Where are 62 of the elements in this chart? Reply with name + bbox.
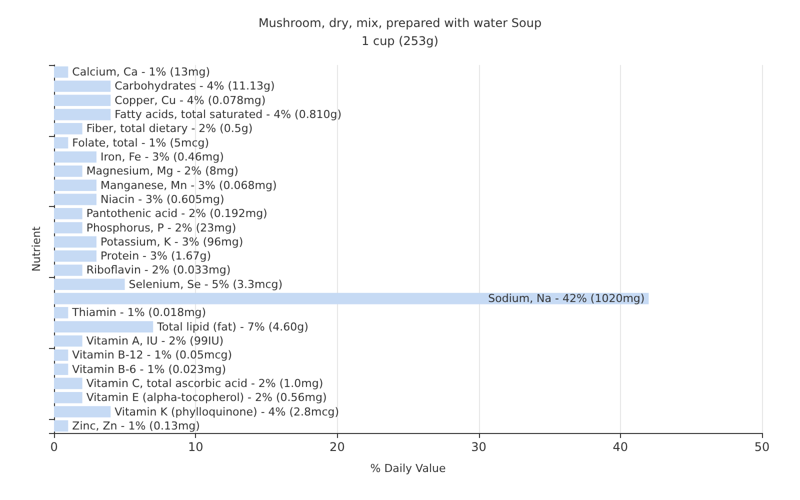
bar [54,292,649,304]
bar [54,364,68,375]
category-label: Vitamin K (phylloquinone) - 4% (2.8mcg) [114,405,340,418]
bar [54,165,82,177]
x-tick-label: 40 [612,440,628,454]
category-label: Total lipid (fat) - 7% (4.60g) [157,320,308,334]
bar [54,392,82,404]
category-label: Zinc, Zn - 1% (0.13mg) [72,419,200,432]
category-label: Pantothenic acid - 2% (0.192mg) [86,207,268,220]
category-label: Manganese, Mn - 3% (0.068mg) [100,178,277,192]
category-label: Iron, Fe - 3% (0.46mg) [100,150,224,164]
bar [54,250,96,262]
category-label: Carbohydrates - 4% (11.13g) [114,80,275,93]
bar [54,307,68,318]
chart-subtitle: 1 cup (253g) [362,34,438,48]
category-label: Vitamin B-6 - 1% (0.023mg) [72,362,226,376]
category-label: Niacin - 3% (0.605mg) [100,192,224,206]
bar [54,180,96,191]
bar [54,420,68,432]
bar [54,137,68,149]
category-label: Thiamin - 1% (0.018mg) [72,306,206,320]
bar [54,194,96,206]
x-tick-label: 30 [471,440,486,454]
bar [54,378,82,390]
bar [54,123,82,134]
bar [54,278,125,290]
y-axis-title: Nutrient [30,226,43,272]
x-tick-label: 0 [50,440,58,454]
category-label: Selenium, Se - 5% (3.3mcg) [128,278,283,291]
bar [54,406,111,418]
category-label: Fiber, total dietary - 2% (0.5g) [86,122,253,136]
x-tick-label: 20 [330,440,345,454]
bar [54,66,68,78]
chart-title: Mushroom, dry, mix, prepared with water Soup [258,16,542,30]
category-label: Vitamin B-12 - 1% (0.05mcg) [72,348,232,362]
category-label: Fatty acids, total saturated - 4% (0.810g) [114,108,342,122]
category-label: Folate, total - 1% (5mcg) [72,136,210,150]
category-label: Sodium, Na - 42% (1020mg) [488,292,645,306]
category-label: Phosphorus, P - 2% (23mg) [86,221,236,234]
category-label: Protein - 3% (1.67g) [100,250,212,263]
category-label: Riboflavin - 2% (0.033mg) [86,264,231,277]
category-label: Vitamin A, IU - 2% (99IU) [86,334,224,348]
bar [54,349,68,361]
bar [54,236,96,248]
bar [54,94,111,106]
x-axis-title: % Daily Value [370,462,446,475]
bar [54,80,111,92]
bar [54,208,82,220]
category-label: Potassium, K - 3% (96mg) [100,235,244,248]
bar [54,151,96,163]
category-label: Vitamin E (alpha-tocopherol) - 2% (0.56mg) [86,391,327,404]
category-label: Magnesium, Mg - 2% (8mg) [86,164,238,178]
x-tick-label: 50 [754,440,770,454]
bar [54,222,82,234]
bar [54,264,82,276]
category-label: Calcium, Ca - 1% (13mg) [72,66,210,79]
bar [54,108,111,120]
bar [54,321,154,333]
x-tick-label: 10 [188,440,204,454]
category-label: Copper, Cu - 4% (0.078mg) [114,94,266,107]
bar [54,335,82,347]
category-label: Vitamin C, total ascorbic acid - 2% (1.0mg) [86,376,324,390]
